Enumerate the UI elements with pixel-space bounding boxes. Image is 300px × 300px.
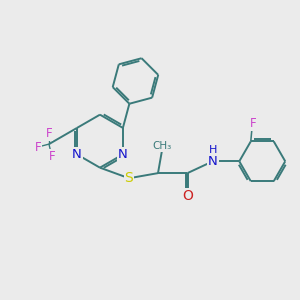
Text: N: N: [208, 155, 218, 168]
Text: F: F: [250, 117, 256, 130]
Text: CH₃: CH₃: [152, 141, 172, 151]
Text: H: H: [209, 145, 218, 155]
Text: S: S: [124, 171, 134, 185]
Text: N: N: [72, 148, 82, 161]
Text: F: F: [46, 127, 52, 140]
Text: N: N: [118, 148, 128, 161]
Text: F: F: [49, 150, 55, 163]
Text: F: F: [34, 141, 41, 154]
Text: O: O: [182, 189, 193, 203]
